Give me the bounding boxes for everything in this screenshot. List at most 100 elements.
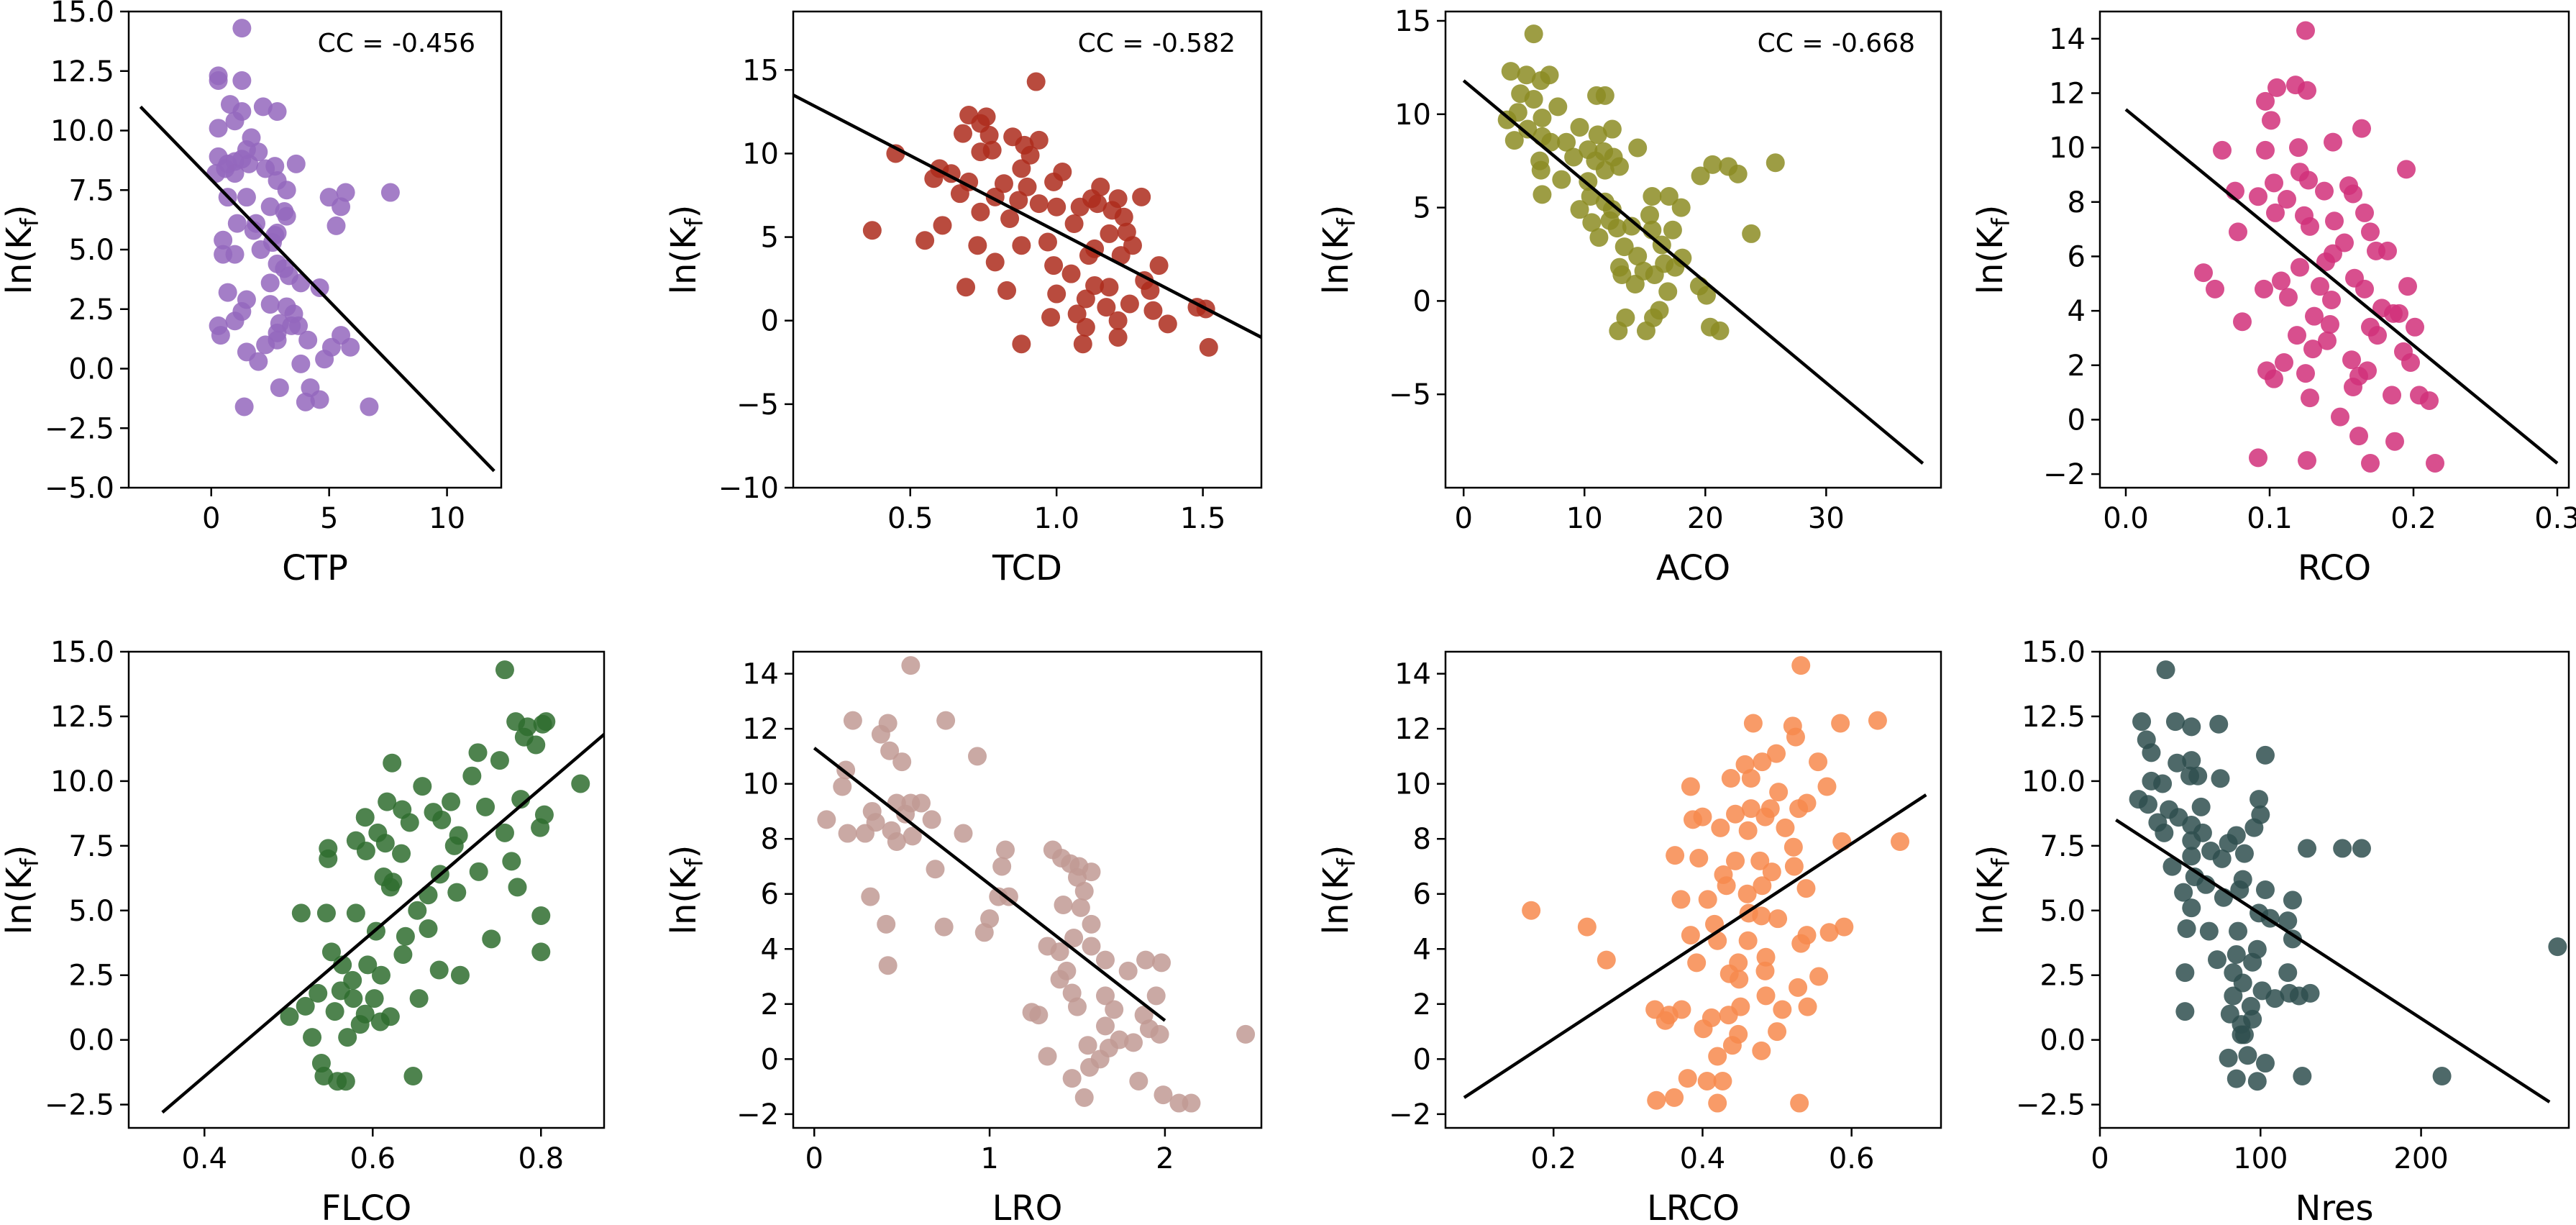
data-point [2290,258,2309,277]
data-point [256,159,275,178]
data-point [332,197,351,217]
data-point [985,252,1005,272]
x-tick-label: 0.6 [350,1142,396,1175]
data-point [1518,119,1538,139]
data-point [296,392,315,411]
data-point [1052,848,1072,867]
data-point [2299,170,2318,190]
data-point [997,281,1017,300]
data-point [392,844,411,863]
y-tick-label: 10 [1394,768,1431,801]
y-tick-label: 8 [2068,186,2086,219]
data-points [206,19,400,416]
data-point [2358,361,2377,381]
data-point [1687,953,1707,973]
data-point [2155,823,2174,842]
data-point [2344,184,2362,204]
data-point [1708,1093,1727,1113]
data-point [531,906,551,925]
data-point [2266,203,2285,222]
data-point [1497,110,1517,129]
data-point [1776,818,1795,837]
data-point [2156,660,2175,680]
data-point [346,903,365,923]
data-point [2194,263,2213,283]
data-point [2296,364,2315,383]
data-point [1038,232,1057,252]
data-point [1717,876,1736,896]
data-point [1557,132,1576,152]
data-point [2267,78,2286,97]
data-point [1026,72,1046,91]
data-point [1738,821,1758,840]
correlation-annotation: CC = -0.668 [1758,29,1915,58]
x-tick-label: 0 [1454,502,1472,535]
data-point [2188,766,2208,785]
data-point [861,887,880,906]
data-point [2238,1046,2257,1065]
plot-frame [2098,650,2570,1129]
data-point [365,989,384,1008]
data-point [442,792,461,811]
data-point [1636,321,1655,340]
data-point [1773,1000,1792,1019]
data-point [1678,1069,1697,1088]
y-tick-label: 0 [1413,285,1431,318]
data-point [1658,282,1678,301]
data-point [954,824,973,843]
data-point [1696,286,1716,305]
x-axis-label: LRO [992,1188,1063,1225]
x-tick-label: 10 [429,502,465,535]
y-tick-label: −5 [736,388,779,422]
data-point [2432,1067,2452,1086]
data-point [1067,997,1087,1016]
y-tick-label: −10 [718,472,779,505]
data-point [2398,277,2417,296]
data-point [2138,795,2157,814]
y-tick-label: 5.0 [68,895,114,928]
y-tick-label: 0 [761,1043,779,1076]
data-point [887,832,906,852]
data-point [1756,986,1776,1006]
data-point [1150,1024,1169,1044]
data-point [413,777,432,796]
data-point [2305,306,2324,326]
data-point [2209,714,2229,734]
x-tick-label: 0 [202,502,220,535]
data-point [1750,851,1770,870]
data-point [2298,839,2317,858]
data-point [511,790,531,809]
data-point [234,397,254,416]
subplot-flco: 0.4 0.6 0.8 −2.5 0.0 2.5 5.0 7.5 10.0 12.5 15.0 FLC… [0,636,606,1225]
data-points [2194,21,2444,473]
data-point [260,295,280,314]
data-point [338,1028,357,1047]
data-point [1595,160,1614,180]
data-point [2255,1054,2275,1073]
data-point [1752,906,1771,926]
y-tick-label: 5.0 [2040,895,2086,928]
plot-frame [127,650,606,1129]
data-point [2256,140,2275,160]
data-point [2265,989,2285,1008]
data-point [310,278,329,297]
data-point [1029,1006,1049,1025]
data-point [996,840,1015,860]
data-point [1552,170,1571,189]
data-point [1809,967,1829,986]
x-axis-label: RCO [2298,548,2371,588]
data-point [358,955,378,975]
data-point [2213,140,2232,160]
data-point [1728,164,1748,183]
fit-line [161,732,604,1114]
data-point [1659,187,1678,206]
data-point [2182,717,2201,737]
data-point [971,202,990,222]
data-point [1111,246,1131,265]
data-point [1738,931,1758,950]
data-point [2293,1067,2312,1086]
data-point [1752,1041,1771,1060]
y-tick-label: −2 [736,1098,779,1131]
x-tick-label: 0 [805,1142,823,1175]
data-point [1236,1024,1256,1044]
